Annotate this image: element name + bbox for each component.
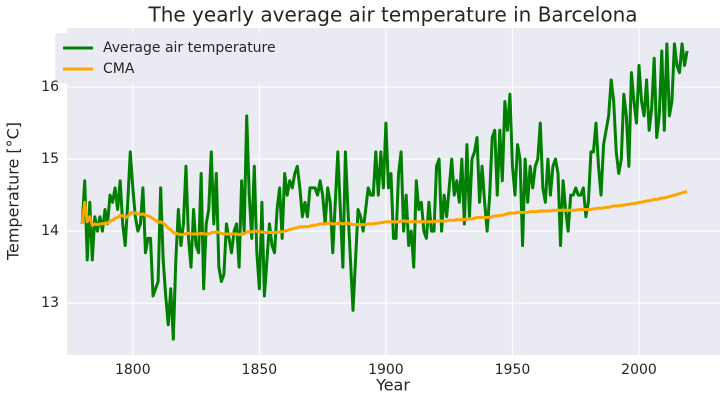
x-axis-label: Year [375, 376, 410, 395]
x-tick-label: 2000 [621, 362, 657, 378]
y-tick-label: 14 [41, 223, 59, 239]
data-line [80, 190, 688, 237]
legend-label: Average air temperature [103, 40, 276, 56]
chart-title: The yearly average air temperature in Ba… [148, 3, 638, 27]
lines [80, 42, 689, 341]
y-tick-label: 16 [41, 79, 59, 95]
legend-label: CMA [103, 61, 135, 77]
x-tick-label: 1800 [115, 362, 151, 378]
data-line [80, 42, 689, 341]
x-tick-label: 1900 [368, 362, 404, 378]
y-axis-label: Temperature [°C] [4, 122, 23, 261]
x-tick-label: 1850 [242, 362, 278, 378]
x-tick-label: 1950 [495, 362, 531, 378]
y-tick-label: 13 [41, 295, 59, 311]
legend [55, 33, 270, 83]
y-tick-label: 15 [41, 151, 59, 167]
